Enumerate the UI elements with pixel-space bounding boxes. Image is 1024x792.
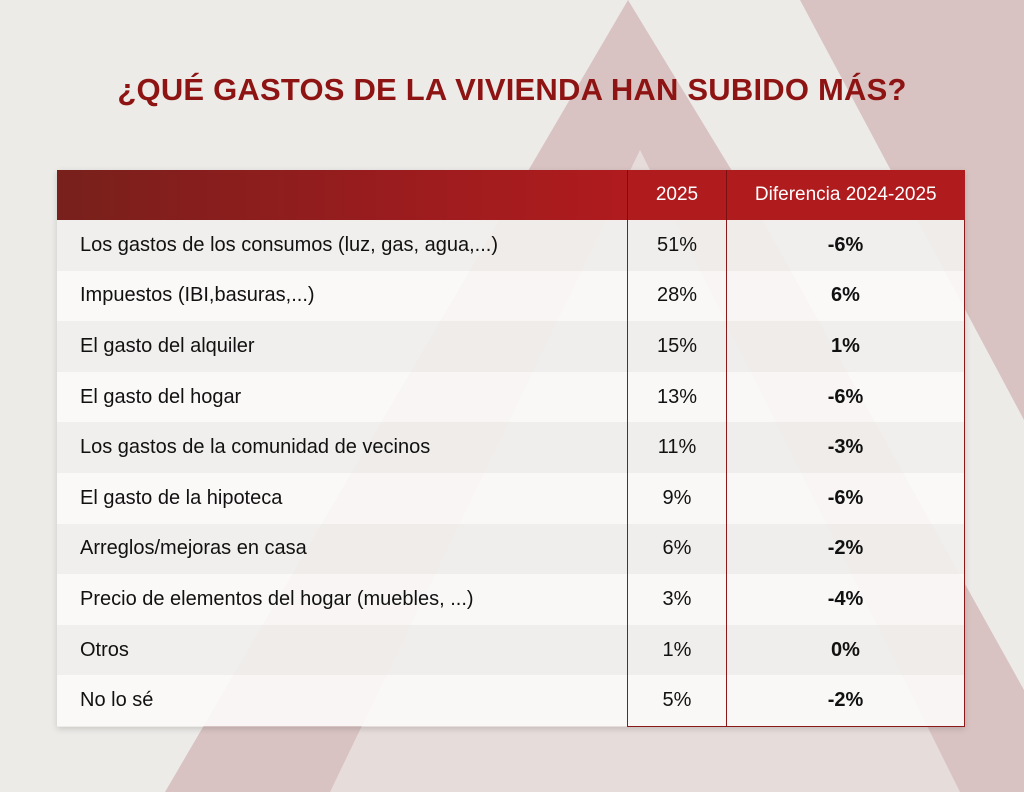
row-value-2025: 3% bbox=[627, 574, 727, 625]
table-row: Los gastos de la comunidad de vecinos 11%… bbox=[57, 422, 965, 473]
table-row: No lo sé 5% -2% bbox=[57, 675, 965, 727]
row-label: El gasto de la hipoteca bbox=[57, 472, 628, 524]
table-row: Otros 1% 0% bbox=[57, 624, 965, 676]
row-label: Los gastos de los consumos (luz, gas, ag… bbox=[57, 220, 628, 271]
row-label: Otros bbox=[57, 624, 628, 676]
row-label: Precio de elementos del hogar (muebles, … bbox=[57, 574, 628, 625]
table-header-row: 2025 Diferencia 2024-2025 bbox=[57, 170, 965, 220]
row-label: El gasto del hogar bbox=[57, 371, 628, 423]
row-difference: 1% bbox=[726, 321, 965, 372]
row-difference: -6% bbox=[726, 220, 965, 271]
row-difference: 6% bbox=[726, 270, 965, 322]
header-diferencia: Diferencia 2024-2025 bbox=[726, 170, 965, 220]
row-label: Impuestos (IBI,basuras,...) bbox=[57, 270, 628, 322]
row-value-2025: 13% bbox=[627, 371, 727, 423]
table-row: Precio de elementos del hogar (muebles, … bbox=[57, 574, 965, 625]
row-difference: -4% bbox=[726, 574, 965, 625]
page-title: ¿QUÉ GASTOS DE LA VIVIENDA HAN SUBIDO MÁ… bbox=[117, 72, 907, 107]
row-label: No lo sé bbox=[57, 675, 628, 727]
row-value-2025: 5% bbox=[627, 675, 727, 727]
row-value-2025: 1% bbox=[627, 624, 727, 676]
row-label: Arreglos/mejoras en casa bbox=[57, 523, 628, 575]
row-difference: -3% bbox=[726, 422, 965, 473]
row-value-2025: 28% bbox=[627, 270, 727, 322]
table-row: El gasto del alquiler 15% 1% bbox=[57, 321, 965, 372]
row-value-2025: 15% bbox=[627, 321, 727, 372]
row-difference: -2% bbox=[726, 675, 965, 727]
row-value-2025: 51% bbox=[627, 220, 727, 271]
row-value-2025: 6% bbox=[627, 523, 727, 575]
header-label bbox=[57, 170, 628, 220]
table-row: Impuestos (IBI,basuras,...) 28% 6% bbox=[57, 270, 965, 322]
row-difference: -6% bbox=[726, 371, 965, 423]
row-difference: -2% bbox=[726, 523, 965, 575]
table-row: Los gastos de los consumos (luz, gas, ag… bbox=[57, 220, 965, 271]
table-row: Arreglos/mejoras en casa 6% -2% bbox=[57, 523, 965, 575]
header-2025: 2025 bbox=[627, 170, 727, 220]
row-value-2025: 9% bbox=[627, 472, 727, 524]
table-row: El gasto del hogar 13% -6% bbox=[57, 371, 965, 423]
row-label: Los gastos de la comunidad de vecinos bbox=[57, 422, 628, 473]
row-value-2025: 11% bbox=[627, 422, 727, 473]
row-difference: 0% bbox=[726, 624, 965, 676]
row-label: El gasto del alquiler bbox=[57, 321, 628, 372]
data-table: 2025 Diferencia 2024-2025 Los gastos de … bbox=[57, 170, 965, 727]
row-difference: -6% bbox=[726, 472, 965, 524]
table-row: El gasto de la hipoteca 9% -6% bbox=[57, 472, 965, 524]
